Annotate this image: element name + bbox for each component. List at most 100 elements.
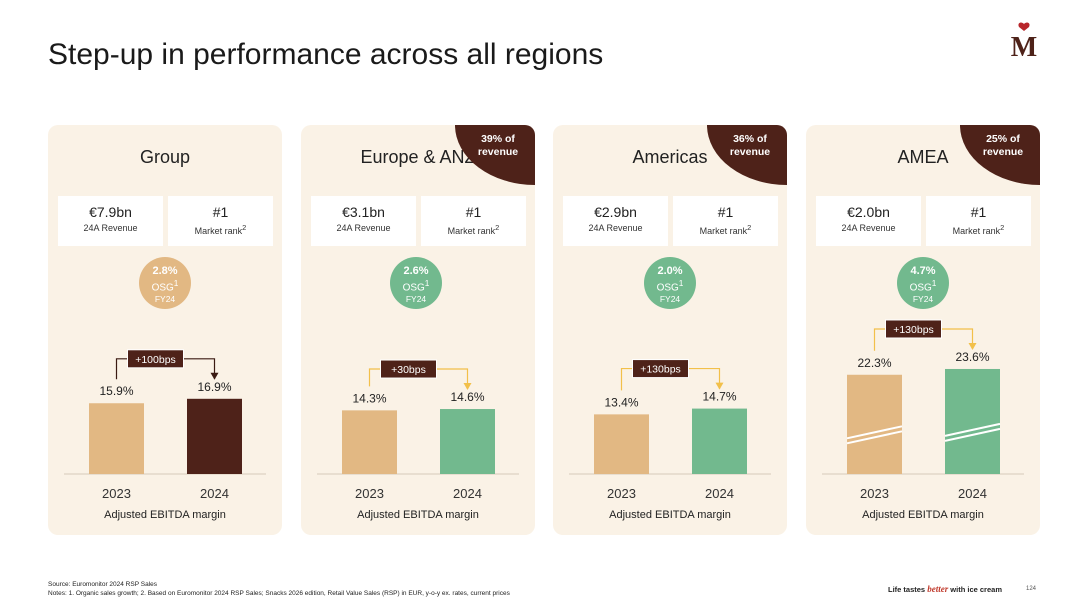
x-axis-label: Adjusted EBITDA margin bbox=[357, 509, 479, 521]
panel-title: Europe & ANZ bbox=[360, 147, 476, 167]
revenue-share-corner bbox=[455, 125, 535, 185]
category-label-2024: 2024 bbox=[453, 486, 482, 501]
category-label-2023: 2023 bbox=[607, 486, 636, 501]
delta-badge bbox=[885, 319, 942, 339]
delta-badge bbox=[127, 349, 184, 369]
osg-year: FY24 bbox=[659, 294, 681, 305]
rank-box: #1 Market rank2 bbox=[168, 196, 273, 246]
bar-2024 bbox=[187, 398, 242, 474]
rank-box: #1 Market rank2 bbox=[673, 196, 778, 246]
tagline: Life tastes better with ice cream bbox=[888, 584, 1002, 594]
page-title: Step-up in performance across all region… bbox=[48, 38, 604, 71]
magnum-logo-icon: M bbox=[1011, 22, 1037, 60]
osg-value: 2.6% bbox=[403, 265, 429, 277]
osg-year: FY24 bbox=[912, 294, 934, 305]
osg-label: OSG1 bbox=[909, 278, 937, 294]
delta-arrow-icon bbox=[463, 383, 472, 391]
value-label-2024: 14.6% bbox=[450, 390, 484, 404]
category-label-2023: 2023 bbox=[102, 486, 131, 501]
category-label-2024: 2024 bbox=[200, 486, 229, 501]
bar-2023 bbox=[89, 403, 144, 474]
bar-2024 bbox=[692, 408, 747, 474]
delta-arrow-icon bbox=[715, 382, 724, 390]
bar-2024 bbox=[945, 368, 1000, 474]
osg-label: OSG1 bbox=[402, 278, 430, 294]
osg-value: 2.0% bbox=[657, 265, 683, 277]
rank-label: Market rank2 bbox=[952, 223, 1005, 236]
ebitda-bar-chart: 13.4% 2023 14.7% 2024 +130bps Adjusted EBITDA… bbox=[569, 359, 771, 521]
x-axis-label: Adjusted EBITDA margin bbox=[104, 509, 226, 521]
revenue-share-corner bbox=[960, 125, 1040, 185]
ebitda-bar-chart: 22.3% 2023 23.6% 2024 +130bps Adjusted EBITDA… bbox=[822, 319, 1024, 521]
panel-group: Group €7.9bn 24A Revenue #1 Market rank2… bbox=[48, 125, 282, 535]
delta-badge bbox=[632, 359, 689, 379]
value-label-2024: 16.9% bbox=[197, 380, 231, 394]
revenue-value: €2.9bn bbox=[594, 204, 637, 220]
panel-americas: Americas 36% of revenue €2.9bn 24A Revenu… bbox=[553, 125, 787, 535]
page-number: 124 bbox=[1026, 586, 1037, 592]
logo-letter: M bbox=[1011, 32, 1037, 60]
rank-box: #1 Market rank2 bbox=[926, 196, 1031, 246]
revenue-label: 24A Revenue bbox=[83, 223, 138, 233]
osg-label: OSG1 bbox=[151, 278, 179, 294]
revenue-box: €3.1bn 24A Revenue bbox=[311, 196, 416, 246]
rank-label: Market rank2 bbox=[447, 223, 500, 236]
rank-value: #1 bbox=[212, 204, 229, 220]
revenue-share-text: 39% of revenue bbox=[477, 133, 519, 158]
delta-arrow-icon bbox=[210, 372, 219, 380]
osg-year: FY24 bbox=[154, 294, 176, 305]
x-axis-label: Adjusted EBITDA margin bbox=[609, 509, 731, 521]
panel-title: Group bbox=[139, 147, 191, 167]
rank-value: #1 bbox=[717, 204, 734, 220]
panel-amea: AMEA 25% of revenue €2.0bn 24A Revenue #1… bbox=[806, 125, 1040, 535]
notes: Notes: 1. Organic sales growth; 2. Based… bbox=[48, 590, 510, 597]
osg-year: FY24 bbox=[405, 294, 427, 305]
rank-label: Market rank2 bbox=[194, 223, 247, 236]
bar-2024 bbox=[440, 409, 495, 474]
value-label-2023: 22.3% bbox=[857, 356, 891, 370]
revenue-share-text: 36% of revenue bbox=[729, 133, 771, 158]
value-label-2024: 23.6% bbox=[955, 350, 989, 364]
value-label-2024: 14.7% bbox=[702, 390, 736, 404]
panel-title: AMEA bbox=[897, 147, 949, 167]
delta-arrow-icon bbox=[968, 342, 977, 350]
revenue-value: €3.1bn bbox=[342, 204, 385, 220]
revenue-label: 24A Revenue bbox=[336, 223, 391, 233]
delta-label: +100bps bbox=[135, 354, 176, 366]
bar-2023 bbox=[594, 414, 649, 474]
footnotes: Source: Euromonitor 2024 RSP Sales Notes… bbox=[48, 580, 510, 598]
x-axis-label: Adjusted EBITDA margin bbox=[862, 509, 984, 521]
category-label-2024: 2024 bbox=[705, 486, 734, 501]
category-label-2023: 2023 bbox=[860, 486, 889, 501]
rank-box: #1 Market rank2 bbox=[421, 196, 526, 246]
revenue-box: €2.9bn 24A Revenue bbox=[563, 196, 668, 246]
axis-break-mark bbox=[846, 425, 903, 440]
revenue-box: €2.0bn 24A Revenue bbox=[816, 196, 921, 246]
osg-circle: 2.6% OSG1 FY24 bbox=[390, 257, 442, 309]
ebitda-bar-chart: 15.9% 2023 16.9% 2024 +100bps Adjusted EBITDA… bbox=[64, 349, 266, 521]
revenue-share-corner bbox=[707, 125, 787, 185]
revenue-label: 24A Revenue bbox=[588, 223, 643, 233]
osg-circle: 2.0% OSG1 FY24 bbox=[644, 257, 696, 309]
axis-break-mark bbox=[944, 427, 1001, 442]
source-note: Source: Euromonitor 2024 RSP Sales bbox=[48, 581, 157, 588]
delta-badge bbox=[380, 359, 437, 379]
delta-label: +130bps bbox=[893, 324, 934, 336]
revenue-share-text: 25% of revenue bbox=[982, 133, 1024, 158]
value-label-2023: 14.3% bbox=[352, 391, 386, 405]
rank-label: Market rank2 bbox=[699, 223, 752, 236]
osg-circle: 4.7% OSG1 FY24 bbox=[897, 257, 949, 309]
osg-value: 2.8% bbox=[152, 265, 178, 277]
value-label-2023: 15.9% bbox=[99, 384, 133, 398]
ebitda-bar-chart: 14.3% 2023 14.6% 2024 +30bps Adjusted EBITDA … bbox=[317, 359, 519, 521]
panel-title: Americas bbox=[632, 147, 708, 167]
bar-2023 bbox=[847, 374, 902, 474]
osg-value: 4.7% bbox=[910, 265, 936, 277]
revenue-box: €7.9bn 24A Revenue bbox=[58, 196, 163, 246]
axis-break-mark bbox=[846, 430, 903, 445]
osg-circle: 2.8% OSG1 FY24 bbox=[139, 257, 191, 309]
delta-label: +130bps bbox=[640, 364, 681, 376]
panel-europe-anz: Europe & ANZ 39% of revenue €3.1bn 24A Re… bbox=[301, 125, 535, 535]
revenue-value: €7.9bn bbox=[89, 204, 132, 220]
category-label-2024: 2024 bbox=[958, 486, 987, 501]
